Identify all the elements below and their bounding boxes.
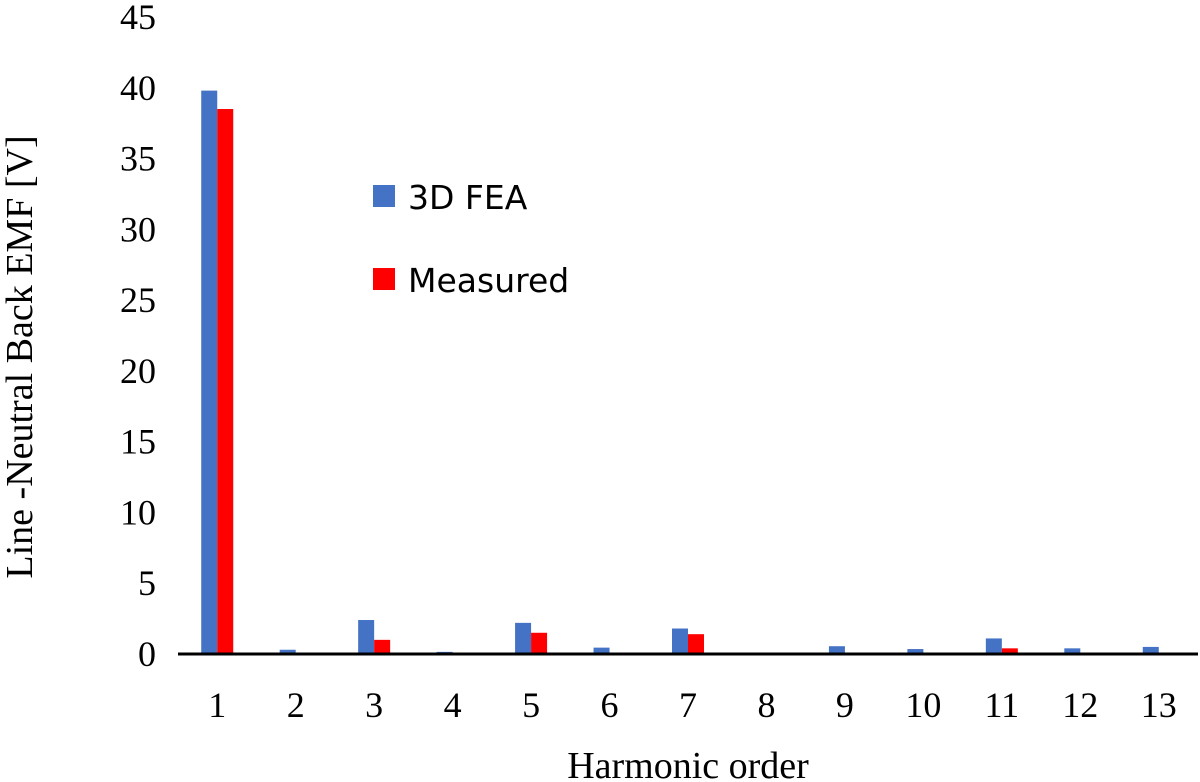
legend-swatch-measured bbox=[373, 268, 395, 290]
bar-fea-11 bbox=[985, 638, 1002, 654]
bar-fea-3 bbox=[358, 620, 375, 654]
x-tick-label: 12 bbox=[1062, 685, 1098, 725]
y-tick-label: 15 bbox=[120, 422, 156, 462]
bar-fea-2 bbox=[279, 649, 296, 654]
y-tick-labels: 0 5 10 15 20 25 30 35 40 45 bbox=[120, 0, 156, 674]
y-tick-label: 35 bbox=[120, 139, 156, 179]
y-tick-label: 40 bbox=[120, 68, 156, 108]
bar-fea-6 bbox=[593, 647, 610, 654]
y-tick-label: 0 bbox=[138, 634, 156, 674]
x-tick-labels: 1 2 3 4 5 6 7 8 9 10 11 12 13 bbox=[208, 685, 1177, 725]
bar-measured-11 bbox=[1001, 648, 1018, 654]
x-tick-label: 13 bbox=[1141, 685, 1177, 725]
bar-fea-9 bbox=[828, 646, 845, 654]
x-tick-label: 7 bbox=[679, 685, 697, 725]
legend-label-3d-fea: 3D FEA bbox=[408, 178, 528, 217]
y-tick-label: 45 bbox=[120, 0, 156, 37]
bar-fea-1 bbox=[201, 90, 218, 654]
bar-fea-12 bbox=[1064, 648, 1081, 654]
x-tick-label: 2 bbox=[287, 685, 305, 725]
x-tick-label: 9 bbox=[836, 685, 854, 725]
bar-measured-3 bbox=[374, 639, 391, 654]
bar-fea-13 bbox=[1142, 646, 1159, 654]
legend-swatch-3d-fea bbox=[373, 185, 395, 207]
bar-fea-5 bbox=[515, 622, 532, 654]
bar-fea-7 bbox=[672, 628, 688, 654]
y-tick-label: 30 bbox=[120, 209, 156, 249]
x-tick-label: 11 bbox=[985, 685, 1020, 725]
x-axis-title: Harmonic order bbox=[567, 745, 809, 782]
bar-measured-5 bbox=[531, 632, 548, 654]
x-tick-label: 4 bbox=[444, 685, 462, 725]
y-axis-title: Line -Neutral Back EMF [V] bbox=[0, 135, 41, 578]
x-tick-label: 5 bbox=[522, 685, 540, 725]
x-tick-label: 8 bbox=[757, 685, 775, 725]
bar-measured-1 bbox=[217, 109, 234, 654]
y-tick-label: 25 bbox=[120, 280, 156, 320]
x-tick-label: 6 bbox=[601, 685, 619, 725]
bars-group bbox=[201, 90, 1159, 654]
bar-fea-10 bbox=[907, 649, 924, 654]
y-tick-label: 5 bbox=[138, 563, 156, 603]
bar-measured-7 bbox=[688, 634, 704, 654]
y-tick-label: 20 bbox=[120, 351, 156, 391]
x-tick-label: 1 bbox=[208, 685, 226, 725]
legend-label-measured: Measured bbox=[408, 261, 569, 300]
x-tick-label: 3 bbox=[365, 685, 383, 725]
x-tick-label: 10 bbox=[905, 685, 941, 725]
legend: 3D FEA Measured bbox=[373, 178, 569, 300]
y-tick-label: 10 bbox=[120, 492, 156, 532]
